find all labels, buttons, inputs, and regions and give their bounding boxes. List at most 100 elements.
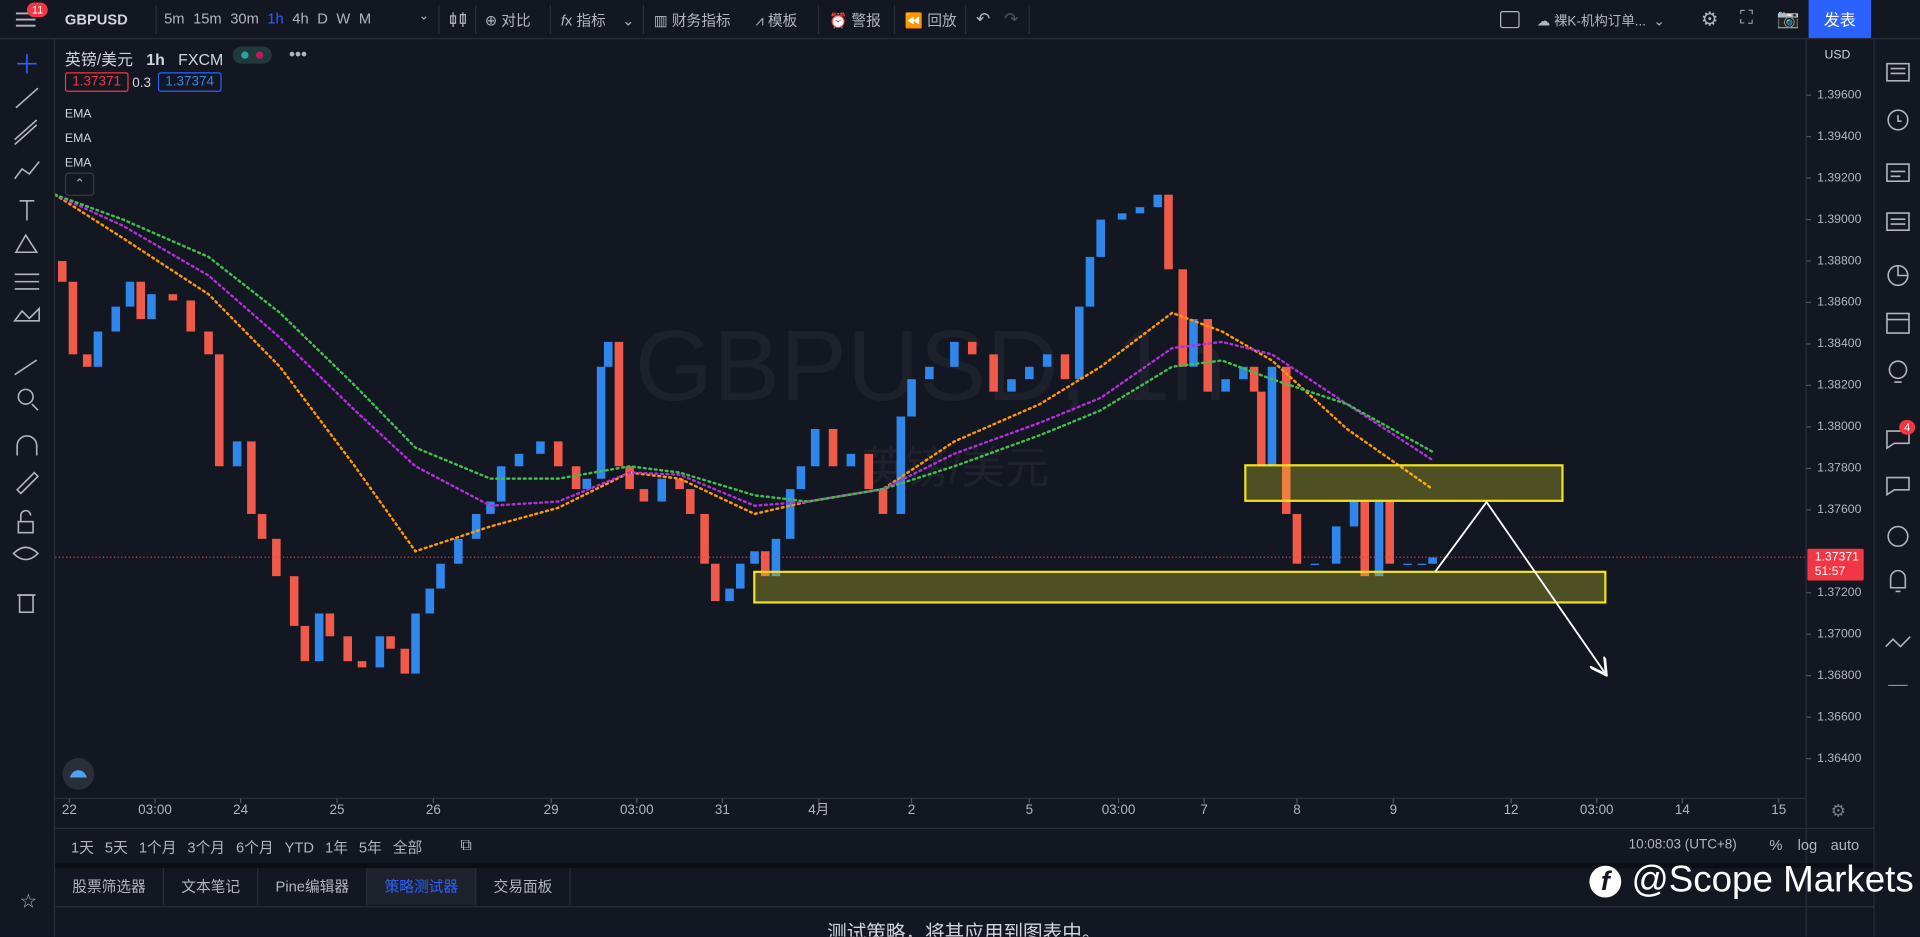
candle-body[interactable] — [1310, 563, 1320, 565]
candle-body[interactable] — [796, 466, 806, 490]
candle-body[interactable] — [400, 648, 410, 674]
candle-body[interactable] — [1292, 513, 1302, 564]
timeframe-button[interactable]: 5m — [164, 9, 185, 27]
candle-body[interactable] — [1085, 256, 1095, 307]
settings-button[interactable]: ⚙ — [1700, 9, 1719, 31]
panel-tab[interactable]: Pine编辑器 — [258, 868, 368, 905]
candle-body[interactable] — [496, 466, 506, 502]
snapshot-button[interactable]: 📷 — [1776, 8, 1800, 30]
candle-body[interactable] — [1189, 319, 1198, 367]
candle-body[interactable] — [386, 636, 395, 649]
ask-price[interactable]: 1.37374 — [157, 72, 222, 92]
candle-body[interactable] — [1164, 194, 1173, 270]
timeframe-button[interactable]: D — [317, 9, 328, 27]
candle-body[interactable] — [1221, 379, 1230, 392]
candle-body[interactable] — [436, 563, 445, 589]
candle-body[interactable] — [136, 281, 146, 320]
candle-body[interactable] — [571, 466, 581, 490]
fullscreen-button[interactable]: ⛶ — [1740, 7, 1753, 29]
candle-body[interactable] — [289, 576, 299, 626]
candle-body[interactable] — [1203, 319, 1213, 392]
range-button[interactable]: 5天 — [104, 838, 128, 856]
candle-body[interactable] — [514, 453, 524, 467]
alert-button[interactable]: ⏰ 警报 — [828, 12, 881, 30]
candle-body[interactable] — [735, 563, 745, 589]
candle-body[interactable] — [1007, 379, 1016, 392]
candle-body[interactable] — [1256, 391, 1266, 467]
candle-body[interactable] — [1153, 194, 1163, 208]
candle-body[interactable] — [1331, 526, 1341, 564]
publish-button[interactable]: 发表 — [1808, 0, 1872, 38]
fullscreen-select[interactable] — [1500, 11, 1520, 29]
candle-body[interactable] — [1249, 366, 1259, 392]
candle-body[interactable] — [967, 341, 977, 355]
candle-body[interactable] — [1074, 306, 1084, 380]
candle-body[interactable] — [93, 331, 103, 367]
candle-body[interactable] — [1096, 219, 1105, 257]
undo-button[interactable]: ↶ — [975, 8, 991, 29]
candle-body[interactable] — [168, 294, 178, 301]
replay-button[interactable]: ⏪ 回放 — [904, 12, 957, 30]
range-button[interactable]: 1个月 — [138, 838, 177, 856]
range-button[interactable]: YTD — [284, 838, 315, 856]
timeframe-dropdown[interactable]: ⌄ — [418, 9, 430, 24]
timeframe-button[interactable]: W — [336, 9, 351, 27]
candle-body[interactable] — [411, 613, 420, 674]
candle-body[interactable] — [486, 501, 495, 514]
candle-body[interactable] — [247, 441, 256, 514]
candle-body[interactable] — [300, 625, 310, 662]
candle-body[interactable] — [325, 613, 335, 637]
candle-body[interactable] — [1135, 207, 1145, 214]
candle-body[interactable] — [828, 428, 838, 467]
chart-style-button[interactable] — [449, 10, 466, 36]
symbol-search[interactable]: GBPUSD — [64, 11, 128, 29]
panel-tab[interactable]: 文本笔记 — [164, 868, 259, 905]
panel-tab[interactable]: 策略测试器 — [367, 868, 477, 905]
candle-body[interactable] — [1360, 501, 1370, 577]
timeframe-button[interactable]: M — [358, 9, 372, 27]
candle-body[interactable] — [82, 354, 92, 367]
candle-body[interactable] — [603, 341, 613, 367]
candle-body[interactable] — [896, 416, 906, 514]
range-button[interactable]: 6个月 — [236, 838, 274, 856]
candle-body[interactable] — [710, 563, 720, 602]
candle-body[interactable] — [1025, 366, 1034, 380]
candle-body[interactable] — [1281, 366, 1291, 514]
candle-body[interactable] — [989, 354, 998, 392]
candle-body[interactable] — [596, 366, 606, 479]
range-button[interactable]: 全部 — [392, 838, 423, 856]
candle-body[interactable] — [1042, 354, 1052, 367]
percent-toggle[interactable]: % — [1769, 836, 1783, 854]
candle-body[interactable] — [232, 441, 242, 467]
candle-body[interactable] — [214, 354, 224, 467]
indicator-legend-item[interactable]: EMA — [64, 156, 92, 171]
candle-body[interactable] — [454, 538, 463, 564]
candle-body[interactable] — [785, 489, 795, 539]
candle-body[interactable] — [553, 441, 563, 467]
zone-resistance[interactable] — [1244, 464, 1564, 502]
candle-body[interactable] — [1267, 366, 1277, 467]
candle-body[interactable] — [614, 341, 624, 467]
candle-body[interactable] — [111, 306, 121, 332]
candle-body[interactable] — [760, 551, 770, 577]
range-button[interactable]: 1年 — [325, 838, 348, 856]
range-button[interactable]: 1天 — [71, 838, 94, 856]
timeframe-button[interactable]: 4h — [292, 9, 309, 27]
candle-body[interactable] — [471, 513, 481, 539]
candle-body[interactable] — [68, 281, 78, 355]
candle-body[interactable] — [375, 636, 385, 668]
candle-body[interactable] — [878, 489, 888, 514]
clock[interactable]: 10:08:03 (UTC+8) — [1628, 837, 1737, 853]
candle-body[interactable] — [57, 261, 67, 282]
candle-body[interactable] — [950, 341, 959, 367]
favorites-button[interactable]: ☆ — [19, 891, 38, 913]
candle-body[interactable] — [1349, 501, 1359, 527]
candle-body[interactable] — [810, 428, 820, 467]
candle-body[interactable] — [1239, 366, 1248, 380]
panel-tab[interactable]: 股票筛选器 — [55, 868, 165, 905]
range-button[interactable]: 5年 — [358, 838, 382, 856]
candle-body[interactable] — [536, 441, 545, 454]
projection-arrow[interactable] — [1434, 500, 1605, 673]
bid-price[interactable]: 1.37371 — [64, 72, 129, 92]
axis-settings[interactable]: ⚙ — [1830, 800, 1847, 821]
